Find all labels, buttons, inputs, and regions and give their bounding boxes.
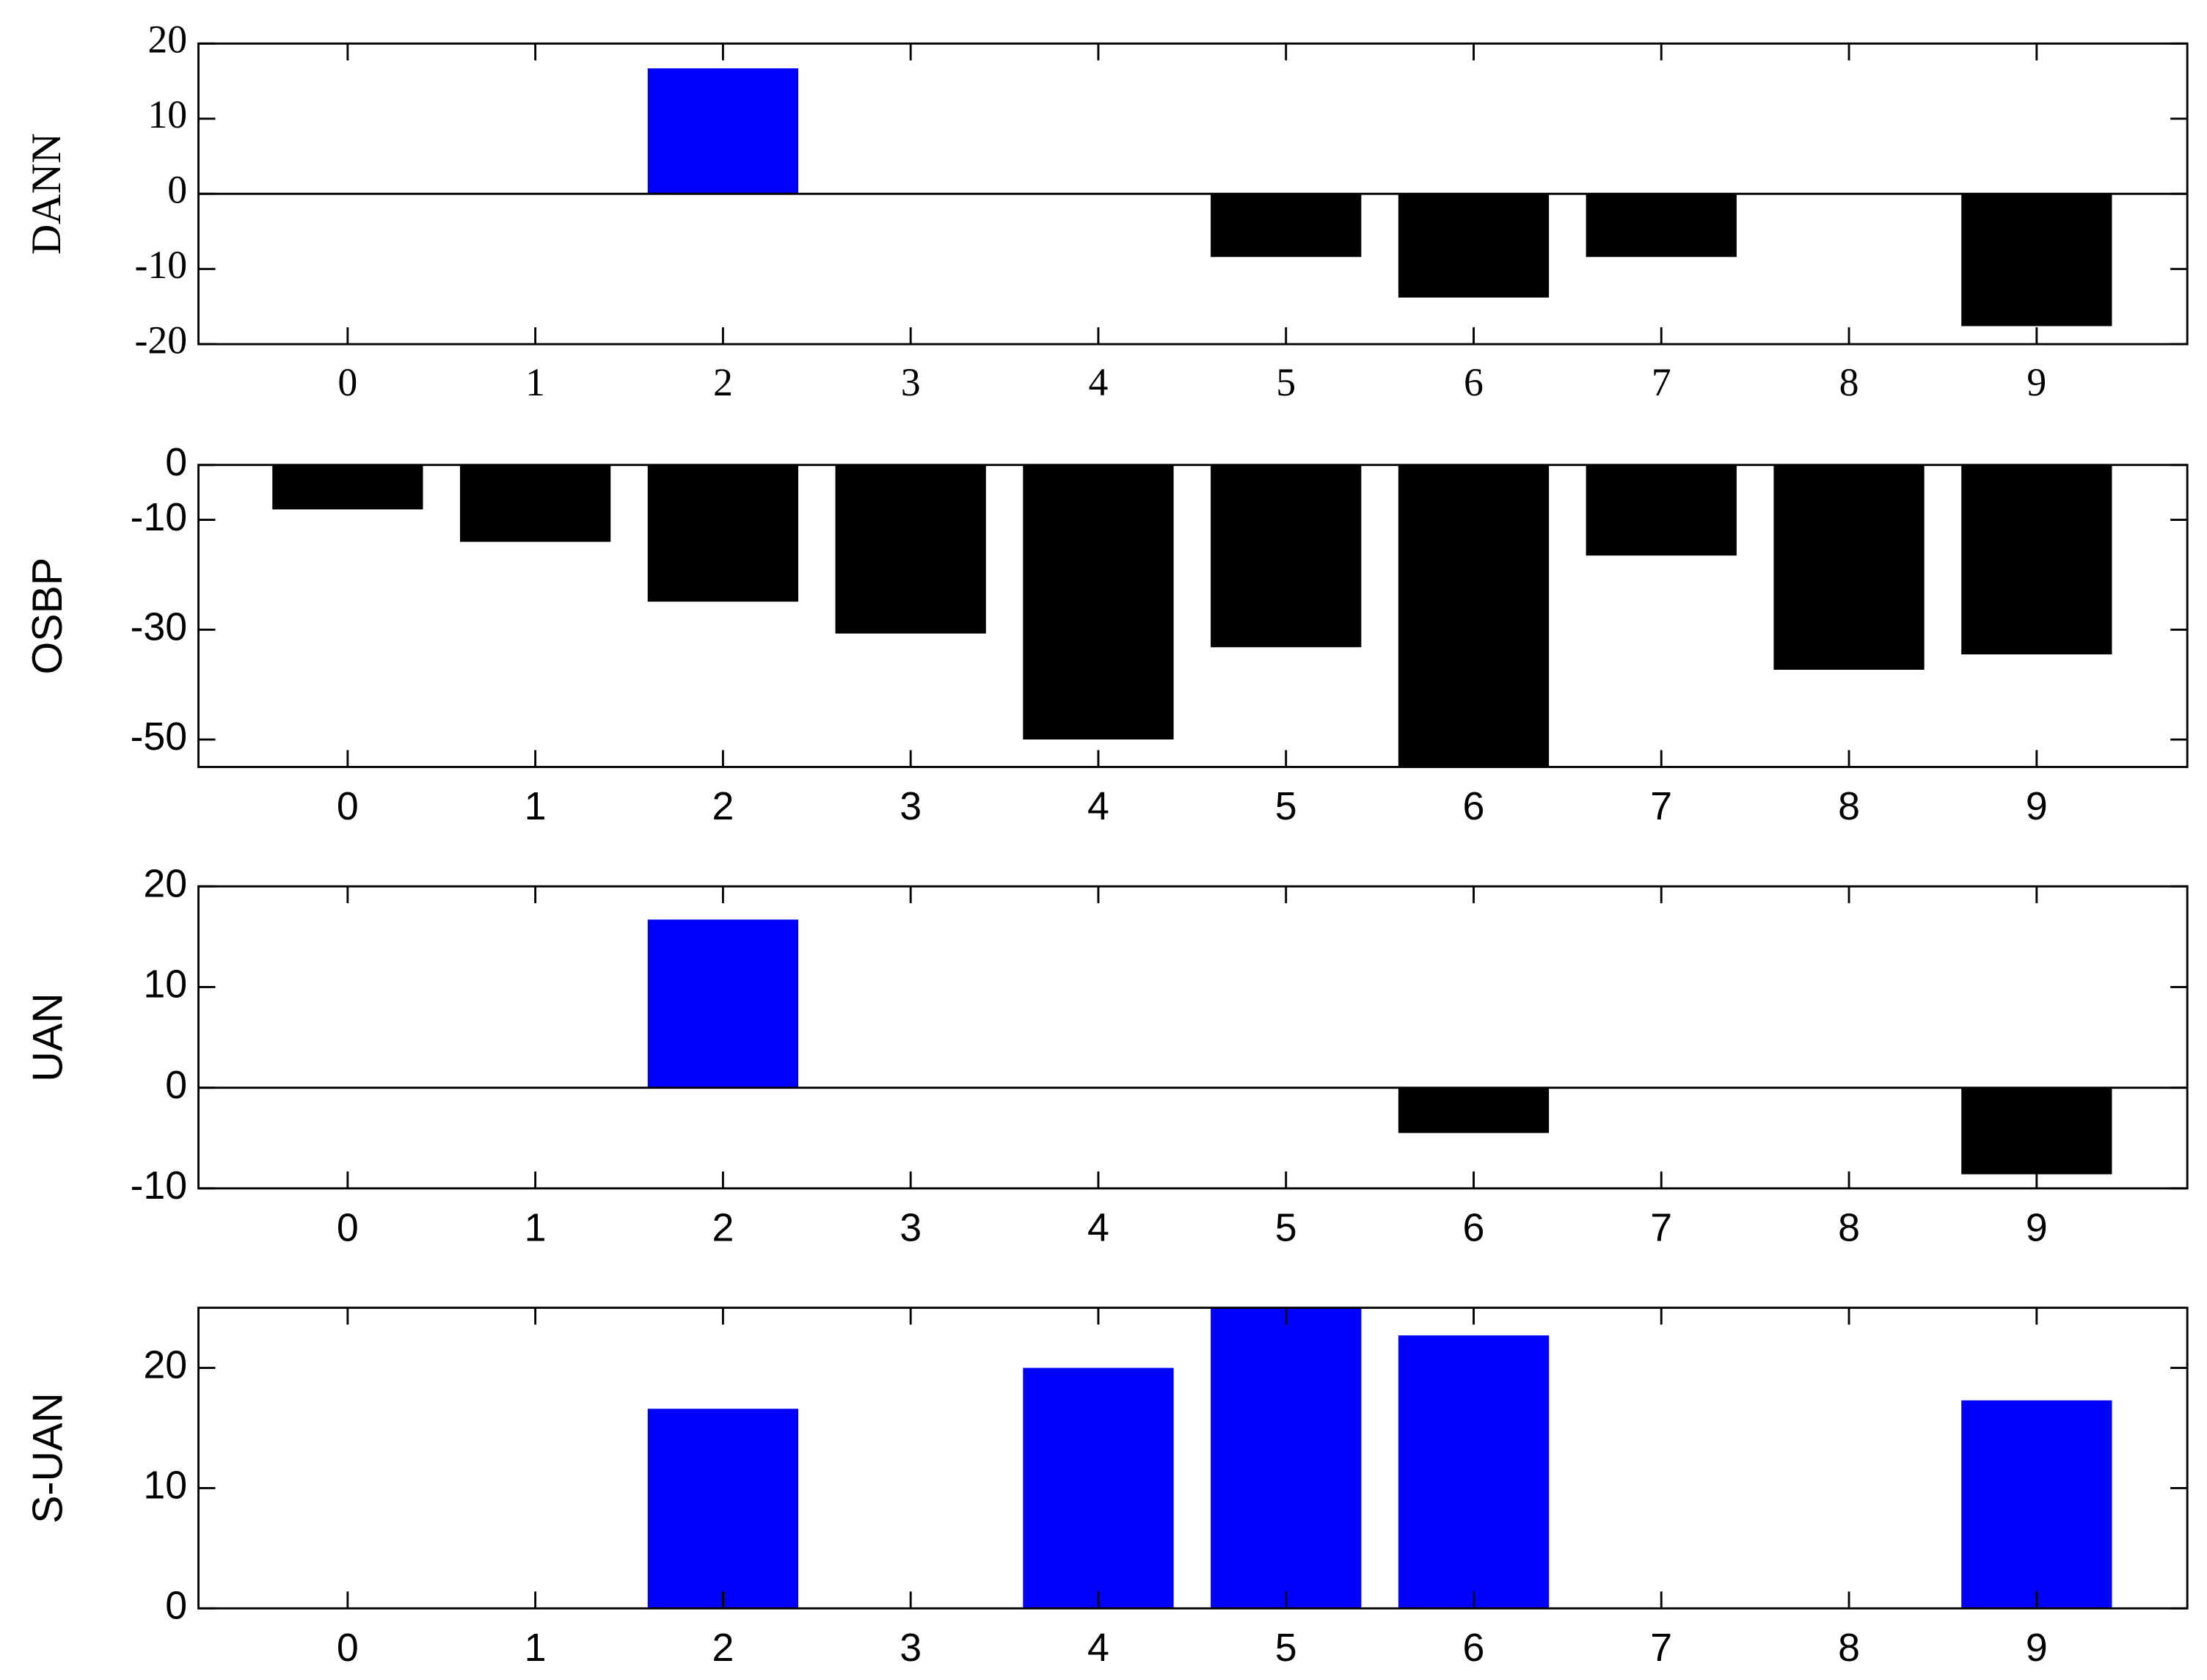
y-tick-label: 20 — [143, 861, 187, 905]
y-axis-label: DANN — [23, 133, 70, 255]
y-tick-label: 20 — [143, 1343, 187, 1387]
bar — [1211, 464, 1362, 648]
x-tick-label: 4 — [1087, 1205, 1109, 1249]
panel: 0 1 2 3 4 5 6 7 8 9 -50 -30 -10 0 OSBP — [24, 440, 2189, 828]
y-axis-label: UAN — [24, 993, 71, 1081]
bar — [1961, 464, 2112, 654]
y-tick-label: 0 — [165, 1584, 187, 1628]
x-tick-label: 8 — [1839, 360, 1859, 404]
bar — [1211, 194, 1362, 258]
panel: 0 1 2 3 4 5 6 7 8 9 0 10 20 S-UAN — [24, 1307, 2189, 1670]
x-tick-label: 5 — [1275, 1205, 1297, 1249]
x-tick-label: 0 — [338, 360, 357, 404]
y-tick-label: 0 — [167, 168, 187, 212]
panel: 0 1 2 3 4 5 6 7 8 9 -20 -10 0 10 20 DANN — [23, 18, 2189, 404]
x-tick-label: 6 — [1464, 360, 1484, 404]
x-tick-label: 1 — [525, 360, 545, 404]
y-tick-label: 0 — [165, 1063, 187, 1107]
y-tick-label: 0 — [165, 440, 187, 484]
x-tick-label: 9 — [2026, 784, 2048, 828]
y-tick-label: 20 — [147, 18, 187, 62]
bar — [647, 919, 799, 1088]
x-tick-label: 5 — [1275, 784, 1297, 828]
bar — [1398, 1087, 1550, 1133]
axes-frame — [197, 1307, 2189, 1610]
bar — [835, 464, 986, 634]
x-tick-label: 2 — [712, 784, 734, 828]
y-tick-label: -50 — [131, 715, 188, 759]
x-tick-label: 9 — [2026, 1205, 2048, 1249]
x-tick-label: 2 — [712, 1626, 734, 1670]
bar — [1398, 1335, 1550, 1609]
x-tick-label: 6 — [1463, 1626, 1485, 1670]
y-axis-label: S-UAN — [24, 1392, 71, 1524]
bar — [1773, 464, 1925, 670]
x-tick-label: 3 — [900, 1626, 922, 1670]
bar — [1961, 1087, 2112, 1175]
x-tick-label: 8 — [1838, 1626, 1860, 1670]
x-tick-label: 9 — [2027, 360, 2046, 404]
x-tick-label: 5 — [1276, 360, 1296, 404]
x-tick-label: 7 — [1650, 1626, 1672, 1670]
x-tick-label: 3 — [901, 360, 921, 404]
x-tick-label: 7 — [1652, 360, 1671, 404]
bar — [1211, 1307, 1362, 1609]
x-tick-label: 4 — [1089, 360, 1109, 404]
y-tick-label: 10 — [143, 963, 187, 1007]
x-tick-label: 0 — [337, 1626, 359, 1670]
axes-frame — [197, 464, 2189, 768]
bar — [1961, 194, 2112, 326]
x-tick-label: 1 — [525, 1205, 547, 1249]
x-tick-label: 6 — [1463, 1205, 1485, 1249]
y-tick-label: 10 — [147, 92, 187, 136]
x-tick-label: 1 — [525, 784, 547, 828]
bar — [1398, 194, 1550, 298]
x-tick-label: 7 — [1650, 784, 1672, 828]
x-tick-label: 9 — [2026, 1626, 2048, 1670]
x-tick-label: 7 — [1650, 1205, 1672, 1249]
x-tick-label: 8 — [1838, 1205, 1860, 1249]
x-tick-label: 0 — [337, 784, 359, 828]
bar — [1023, 464, 1174, 740]
y-tick-label: -30 — [131, 605, 188, 649]
bar — [647, 464, 799, 602]
bar — [647, 68, 799, 194]
y-tick-label: 10 — [143, 1464, 187, 1508]
x-tick-label: 1 — [525, 1626, 547, 1670]
x-tick-label: 6 — [1463, 784, 1485, 828]
y-tick-label: -10 — [131, 1164, 188, 1208]
x-tick-label: 5 — [1275, 1626, 1297, 1670]
x-tick-label: 3 — [900, 1205, 922, 1249]
y-axis-label: OSBP — [24, 558, 71, 675]
x-tick-label: 4 — [1087, 1626, 1109, 1670]
bar — [647, 1409, 799, 1609]
x-tick-label: 0 — [337, 1205, 359, 1249]
y-tick-label: -20 — [135, 318, 188, 362]
panel: 0 1 2 3 4 5 6 7 8 9 -10 0 10 20 UAN — [24, 861, 2189, 1249]
bar — [1398, 464, 1550, 767]
bar — [1961, 1400, 2112, 1609]
y-tick-label: -10 — [131, 495, 188, 539]
axes-frame — [197, 885, 2189, 1190]
bar — [1023, 1367, 1174, 1609]
x-tick-label: 4 — [1087, 784, 1109, 828]
x-tick-label: 2 — [713, 360, 733, 404]
bar — [1586, 194, 1737, 258]
x-tick-label: 2 — [712, 1205, 734, 1249]
x-tick-label: 8 — [1838, 784, 1860, 828]
y-tick-label: -10 — [135, 243, 188, 287]
x-tick-label: 3 — [900, 784, 922, 828]
